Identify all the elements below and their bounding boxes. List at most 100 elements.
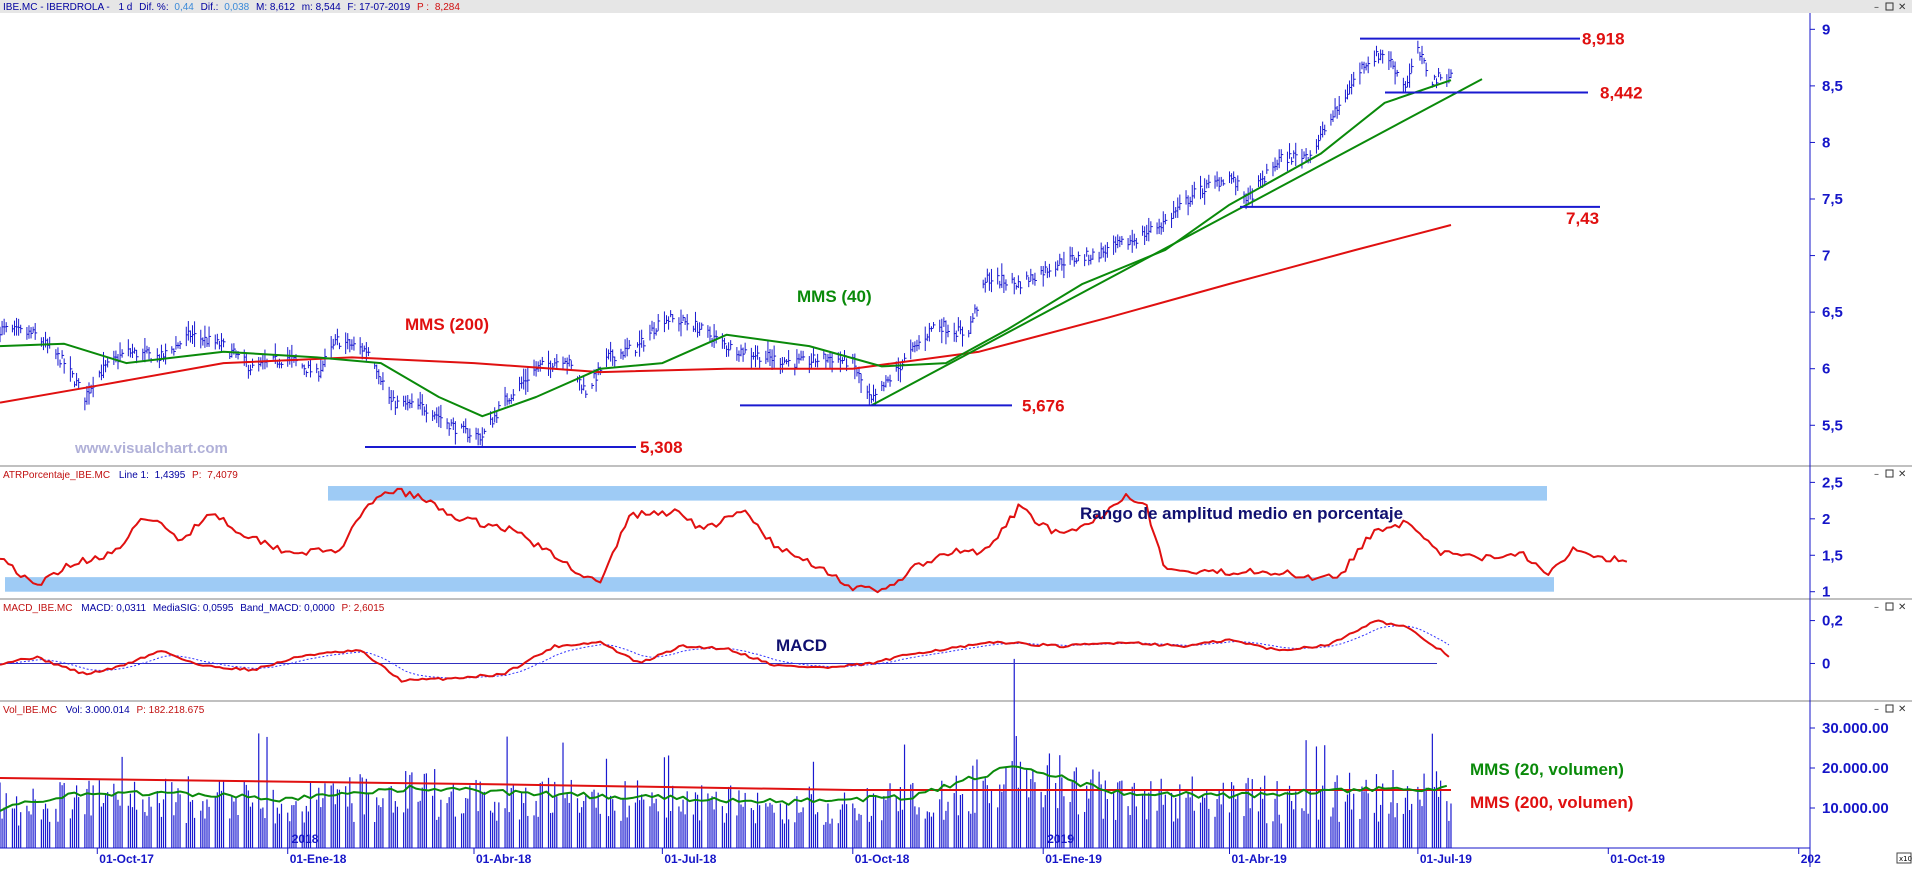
vol-mms200-annotation: MMS (200, volumen)	[1470, 793, 1633, 812]
mms200-annotation: MMS (200)	[405, 315, 489, 334]
x-tick-label: 01-Jul-19	[1420, 852, 1472, 866]
atr-bands-layer	[5, 486, 1554, 592]
macd-signal: MediaSIG: 0,0595	[153, 603, 234, 614]
vol-p: P: 182.218.675	[136, 705, 204, 716]
year-mark-label: 2019	[1047, 832, 1074, 846]
watermark: www.visualchart.com	[74, 440, 228, 457]
atr-annotation: Rango de amplitud medio en porcentaje	[1080, 504, 1403, 523]
mms40-annotation: MMS (40)	[797, 287, 872, 306]
atr-y-tick-label: 2,5	[1822, 474, 1843, 491]
macd-y-tick-label: 0	[1822, 655, 1830, 672]
vol-header-text: Vol_IBE.MC Vol: 3.000.014 P: 182.218.675	[3, 705, 205, 716]
mms200-line	[0, 224, 1452, 404]
atr-p-value: 7,4079	[207, 470, 238, 481]
x-tick-label: 01-Oct-17	[99, 852, 154, 866]
dif-label: Dif.:	[201, 2, 219, 13]
level-label: 5,308	[640, 438, 683, 457]
main-header-bar	[0, 0, 1912, 13]
x-tick-label: 01-Oct-18	[855, 852, 910, 866]
atr-window-controls[interactable]: – ✕	[1874, 469, 1906, 480]
macd-value: MACD: 0,0311	[81, 603, 146, 614]
atr-y-tick-label: 1,5	[1822, 547, 1843, 564]
atr-y-tick-label: 1	[1822, 584, 1830, 601]
vol-y-tick-label: 30.000.00	[1822, 720, 1889, 737]
atr-line	[0, 487, 1628, 594]
vol-y-tick-label: 10.000.00	[1822, 800, 1889, 817]
dif-pct-label: Dif. %:	[139, 2, 168, 13]
atr-band	[5, 577, 1554, 592]
atr-header-text: ATRPorcentaje_IBE.MC Line 1: 1,4395 P: 7…	[3, 470, 238, 481]
close-icon[interactable]: ✕	[1898, 2, 1906, 13]
price-y-tick-label: 6	[1822, 361, 1830, 378]
price-value: 8,284	[435, 2, 460, 13]
atr-line-label: Line 1:	[119, 470, 149, 481]
trendline	[870, 78, 1483, 407]
x-tick-label: 01-Jul-18	[664, 852, 716, 866]
x10-badge[interactable]	[1896, 852, 1912, 864]
dif-pct-value: 0,44	[174, 2, 194, 13]
macd-y-tick-label: 0,2	[1822, 613, 1843, 630]
price-bars-layer	[0, 40, 1453, 448]
x-tick-label: 01-Ene-19	[1045, 852, 1102, 866]
volume-bars-layer	[0, 658, 1452, 848]
year-mark-label: 2018	[292, 832, 319, 846]
macd-header-text: MACD_IBE.MC MACD: 0,0311 MediaSIG: 0,059…	[3, 603, 385, 614]
x-tick-label: 01-Abr-18	[476, 852, 532, 866]
price-y-tick-label: 8	[1822, 134, 1830, 151]
atr-name: ATRPorcentaje_IBE.MC	[3, 470, 110, 481]
mms40-line	[0, 79, 1452, 418]
level-label: 8,918	[1582, 30, 1625, 49]
date-label: F: 17-07-2019	[347, 2, 410, 13]
period-label: 1 d	[118, 2, 132, 13]
symbol-label: IBE.MC - IBERDROLA -	[3, 2, 110, 13]
macd-signal-line	[0, 625, 1450, 679]
vol-minimize-icon[interactable]: –	[1874, 704, 1879, 715]
atr-minimize-icon[interactable]: –	[1874, 469, 1879, 480]
atr-close-icon[interactable]: ✕	[1898, 469, 1906, 480]
level-label: 7,43	[1566, 209, 1599, 228]
indicator-lines-layer	[0, 37, 1628, 812]
dif-value: 0,038	[224, 2, 249, 13]
macd-maximize-icon[interactable]	[1885, 602, 1894, 611]
vol-maximize-icon[interactable]	[1885, 704, 1894, 713]
price-y-tick-label: 5,5	[1822, 417, 1843, 434]
x-tick-label: 01-Ene-18	[290, 852, 347, 866]
macd-name: MACD_IBE.MC	[3, 603, 72, 614]
atr-p-label: P:	[192, 470, 201, 481]
macd-close-icon[interactable]: ✕	[1898, 602, 1906, 613]
minimize-icon[interactable]: –	[1874, 2, 1879, 13]
vol-name: Vol_IBE.MC	[3, 705, 57, 716]
price-y-tick-label: 9	[1822, 21, 1830, 38]
price-label: P :	[417, 2, 429, 13]
vol-mms200-line	[0, 777, 1451, 791]
macd-window-controls[interactable]: – ✕	[1874, 602, 1906, 613]
x-tick-label: 01-Oct-19	[1610, 852, 1665, 866]
maximize-icon[interactable]	[1885, 2, 1894, 11]
min-label: m: 8,544	[302, 2, 341, 13]
price-y-tick-label: 8,5	[1822, 78, 1843, 95]
macd-minimize-icon[interactable]: –	[1874, 602, 1879, 613]
atr-y-tick-label: 2	[1822, 511, 1830, 528]
level-label: 8,442	[1600, 83, 1643, 102]
vol-window-controls[interactable]: – ✕	[1874, 704, 1906, 715]
vol-value: Vol: 3.000.014	[66, 705, 130, 716]
macd-p: P: 2,6015	[342, 603, 385, 614]
level-label: 5,676	[1022, 396, 1065, 415]
vol-mms20-annotation: MMS (20, volumen)	[1470, 760, 1624, 779]
price-y-tick-label: 7	[1822, 248, 1830, 265]
vol-mms20-line	[0, 765, 1448, 812]
x-tick-label: 01-Abr-19	[1232, 852, 1288, 866]
x-tick-label: 202	[1801, 852, 1821, 866]
main-window-controls[interactable]: – ✕	[1874, 2, 1906, 13]
main-header-text: IBE.MC - IBERDROLA - 1 d Dif. %: 0,44 Di…	[3, 2, 460, 13]
macd-annotation: MACD	[776, 636, 827, 655]
vol-close-icon[interactable]: ✕	[1898, 704, 1906, 715]
price-y-tick-label: 7,5	[1822, 191, 1843, 208]
labels-layer: 9 8,5 8 7,5 7 6,5 6 5,5 2,5 2 1,5 1 0,2 0 30.000.00 20.…	[0, 21, 1889, 866]
vol-y-tick-label: 20.000.00	[1822, 760, 1889, 777]
atr-maximize-icon[interactable]	[1885, 469, 1894, 478]
macd-line	[0, 619, 1450, 683]
macd-band: Band_MACD: 0,0000	[240, 603, 335, 614]
